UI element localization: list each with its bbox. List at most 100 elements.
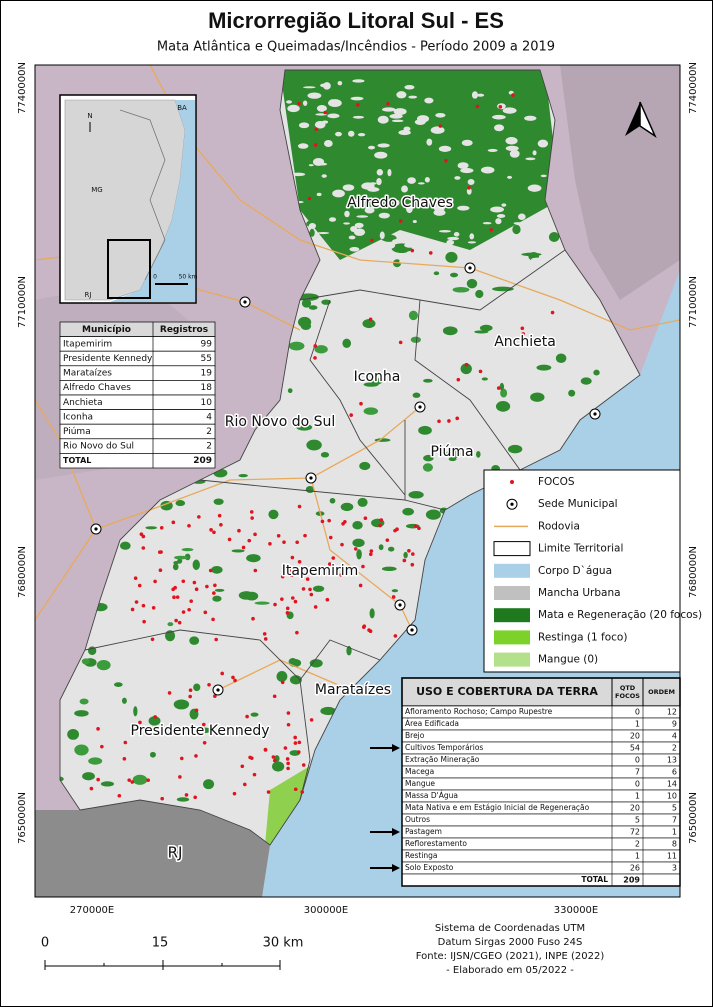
fire-point: [478, 369, 483, 374]
fire-point: [300, 790, 304, 794]
clearing: [389, 113, 403, 119]
table-cell: Reflorestamento: [405, 839, 467, 848]
clearing: [460, 168, 474, 174]
forest-patch: [309, 228, 315, 237]
clearing: [316, 192, 322, 197]
fire-point: [123, 740, 128, 745]
fire-point: [417, 526, 421, 531]
map-subtitle: Mata Atlântica e Queimadas/Incêndios - P…: [157, 40, 555, 55]
table-cell: Marataízes: [63, 369, 112, 379]
clearing: [297, 143, 309, 149]
clearing: [406, 205, 413, 214]
clearing: [454, 176, 461, 180]
forest-patch: [288, 341, 305, 351]
boundary: [309, 299, 406, 496]
fire-point: [327, 518, 331, 523]
fire-point: [263, 637, 268, 641]
clearing: [396, 91, 407, 99]
fire-point: [286, 766, 290, 771]
clearing: [377, 115, 389, 124]
clearing: [502, 107, 517, 114]
table-cell: 5: [672, 804, 677, 813]
fire-point: [286, 761, 290, 766]
scale-label: 15: [152, 936, 169, 951]
forest-patch: [499, 382, 505, 391]
fire-point: [402, 558, 407, 563]
inset-highlight: [107, 239, 151, 299]
clearing: [348, 235, 356, 240]
table-header: ORDEM: [648, 688, 675, 696]
fire-point: [151, 605, 156, 610]
fire-point: [276, 533, 281, 538]
inset-border: [119, 109, 166, 281]
clearing: [505, 145, 519, 151]
clearing: [496, 214, 506, 218]
fire-point: [272, 694, 277, 699]
forest-patch: [530, 392, 545, 402]
forest-patch: [306, 439, 322, 451]
fire-point: [386, 101, 390, 106]
clearing: [361, 182, 375, 190]
fire-point: [328, 562, 332, 566]
clearing: [354, 222, 364, 228]
clearing: [352, 115, 365, 119]
forest-patch: [145, 526, 158, 530]
fire-point: [160, 732, 164, 736]
fire-point: [201, 722, 206, 727]
row-arrow-head: [392, 744, 400, 752]
table-total: TOTAL: [581, 875, 608, 884]
legend-label: FOCOS: [538, 476, 575, 488]
fire-point: [153, 715, 157, 719]
clearing: [395, 199, 400, 206]
fire-point: [251, 616, 255, 621]
forest-patch: [442, 326, 458, 336]
fire-point: [498, 105, 503, 109]
legend-symbol: [510, 502, 514, 506]
fire-point: [187, 607, 191, 612]
clearing: [467, 241, 477, 244]
clearing: [349, 246, 360, 252]
region-outline: [59, 69, 641, 846]
forest-patch: [272, 761, 285, 772]
fire-point: [217, 513, 222, 518]
table-cell: 2: [672, 744, 677, 753]
fire-point: [177, 620, 182, 625]
fire-point: [194, 754, 198, 758]
forest-patch: [555, 353, 567, 363]
seat-dot: [309, 476, 313, 480]
fire-point: [227, 537, 232, 542]
fire-point: [437, 419, 441, 424]
fire-point: [313, 356, 317, 360]
forest-patch: [121, 697, 127, 704]
forest-patch: [214, 588, 225, 592]
forest-patch: [422, 463, 433, 472]
scale-label: 30 km: [263, 936, 304, 951]
fire-point: [187, 523, 191, 528]
clearing: [381, 107, 396, 112]
forest-patch: [455, 180, 467, 187]
inset-label: BA: [177, 104, 187, 112]
fire-point: [189, 599, 193, 603]
table-cell: Itapemirim: [63, 339, 112, 349]
fire-point: [359, 401, 363, 406]
row-arrow-head: [392, 864, 400, 872]
forest-patch: [481, 141, 498, 151]
legend-label: Restinga (1 foco): [538, 631, 627, 643]
fire-point: [456, 377, 461, 382]
fire-point: [464, 362, 469, 367]
forest-patch: [474, 330, 489, 334]
table-cell: 4: [672, 732, 677, 741]
clearing: [387, 168, 392, 177]
forest-patch: [298, 293, 319, 301]
row-arrow-head: [392, 828, 400, 836]
forest-patch: [197, 727, 212, 734]
forest-patch: [466, 278, 478, 289]
seat-dot: [243, 300, 247, 304]
clearing: [507, 175, 513, 179]
legend: FOCOS Sede Municipal Rodovia Limite Territo…: [483, 469, 702, 673]
fire-point: [295, 540, 299, 545]
clearing: [404, 85, 415, 90]
inset-sea: [110, 100, 195, 302]
inset-scale-label: 50 km: [179, 274, 198, 281]
fire-point: [158, 568, 163, 573]
